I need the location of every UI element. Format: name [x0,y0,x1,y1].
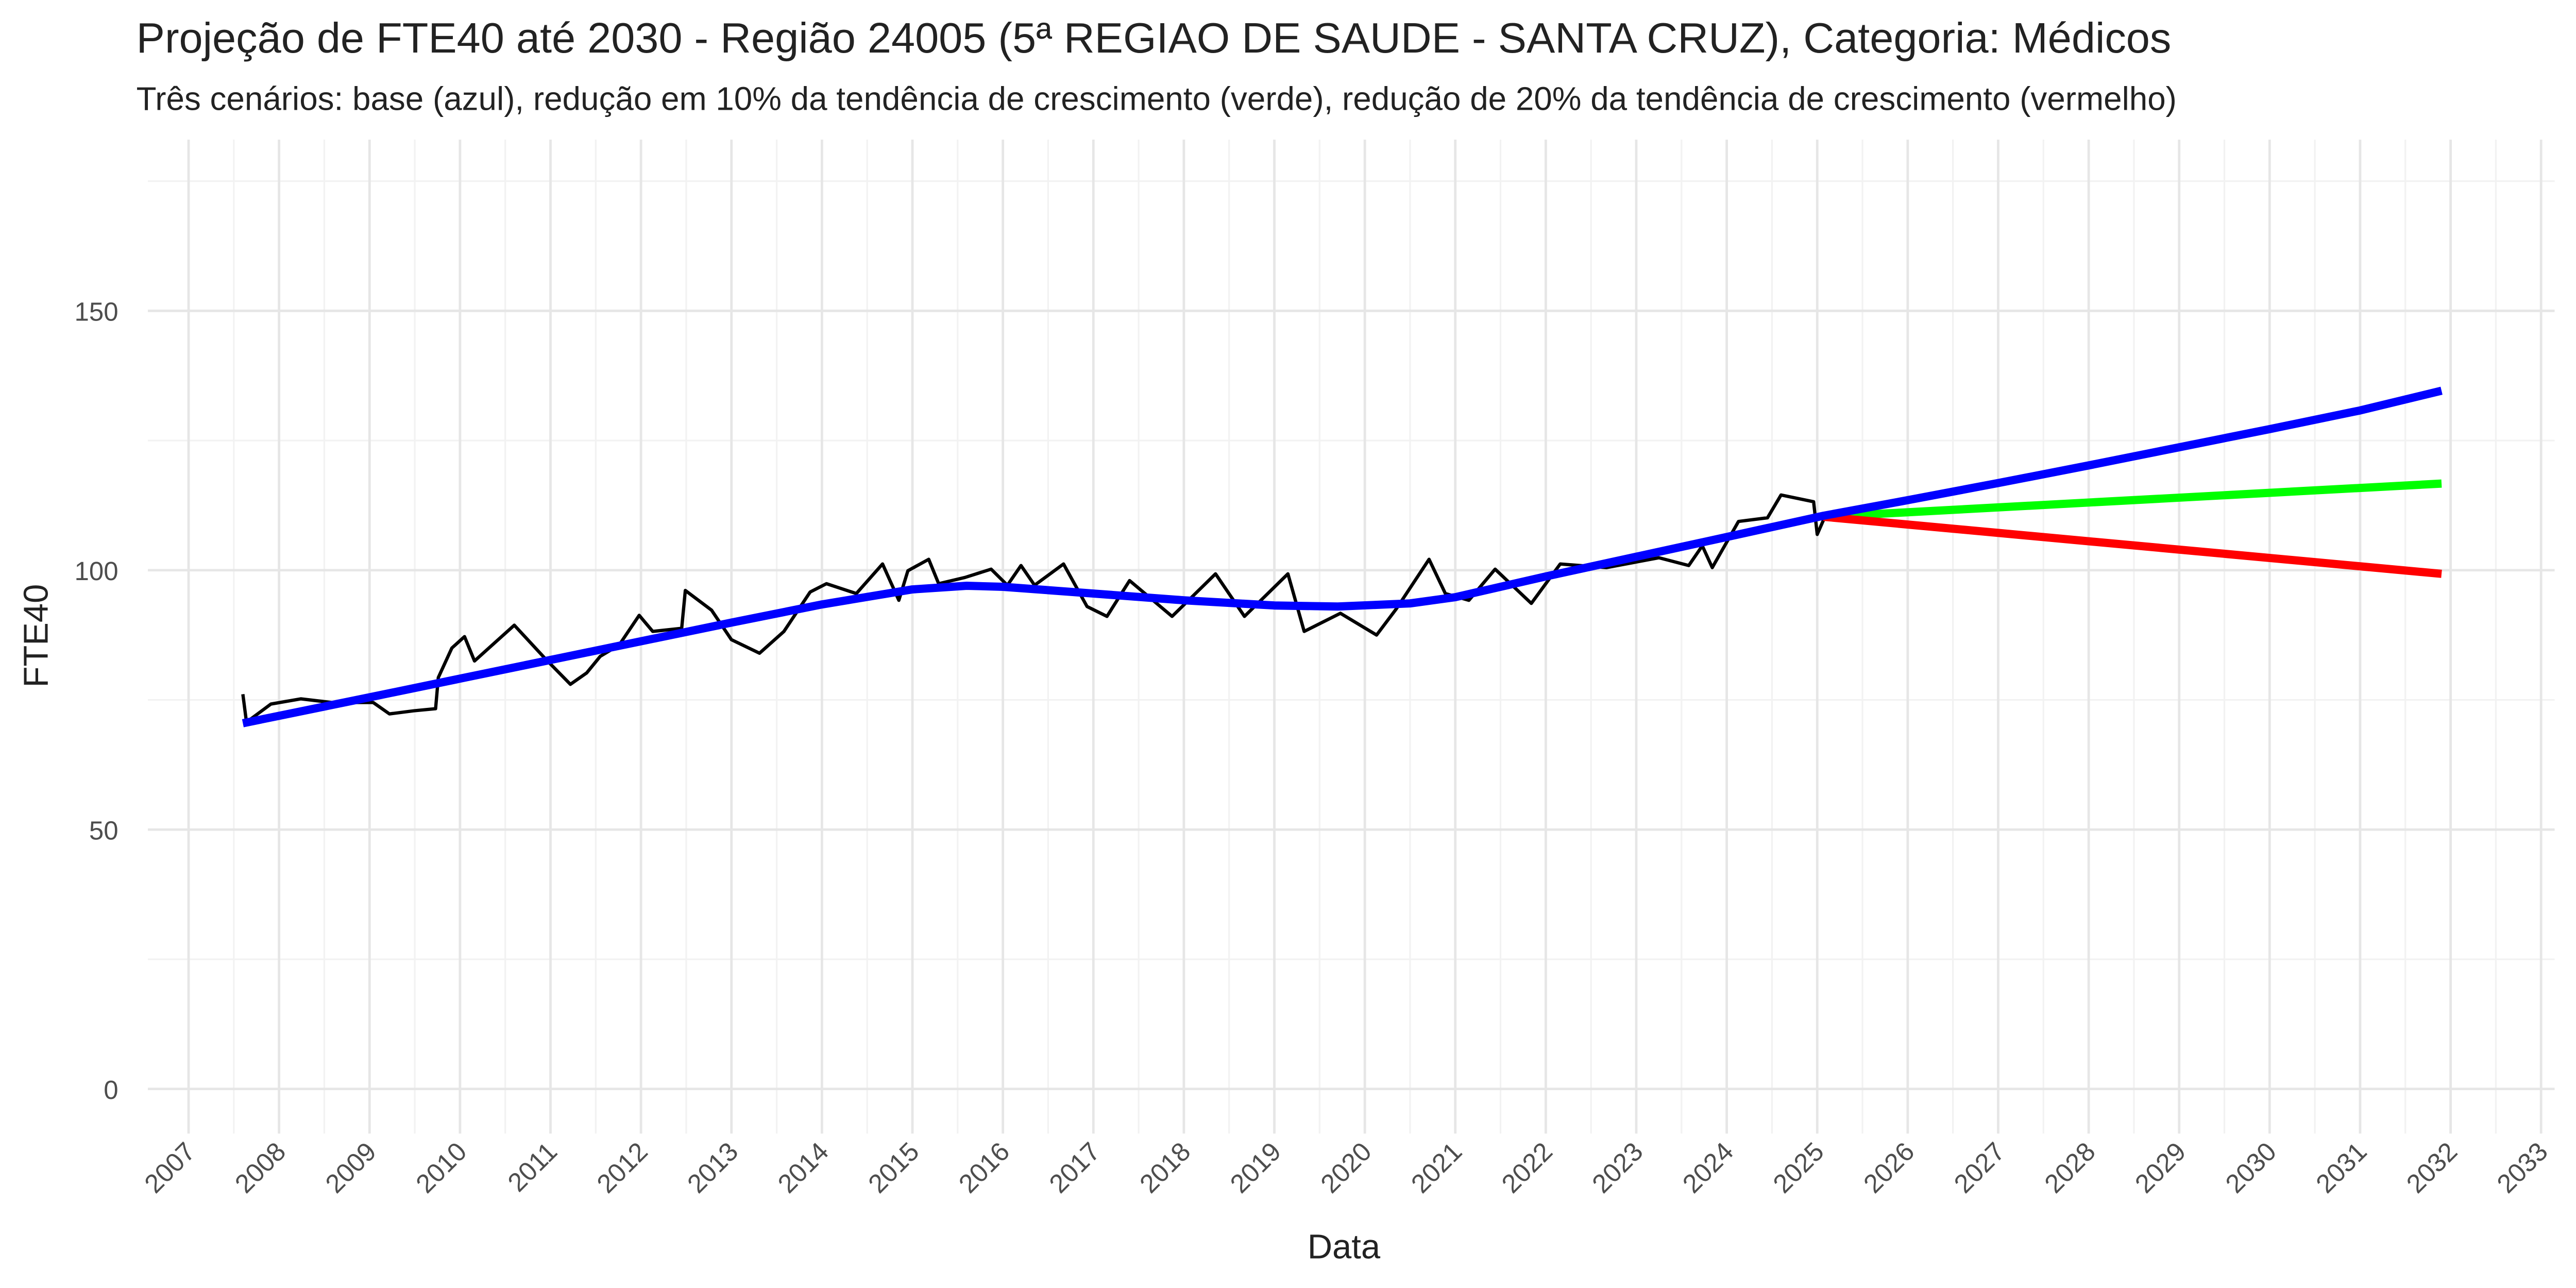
grid: 0 50 100 150 2007 2008 2009 2010 2011 2012 2013 201… [74,140,2555,1199]
x-tick-label: 2009 [319,1137,382,1199]
x-tick-label: 2011 [502,1137,563,1197]
data-line [1823,513,2442,578]
x-tick-label: 2020 [1315,1137,1377,1199]
x-tick-label: 2012 [591,1137,653,1199]
data-line [1823,479,2442,521]
x-tick-label: 2013 [682,1137,744,1199]
plot-area [241,386,2443,727]
y-tick-label: 50 [89,816,118,845]
x-tick-label: 2015 [862,1137,925,1199]
x-axis-title: Data [1308,1228,1381,1266]
x-tick-label: 2023 [1586,1137,1649,1199]
x-tick-label: 2010 [410,1137,472,1199]
x-tick-label: 2028 [2039,1137,2101,1199]
x-tick-label: 2014 [772,1137,835,1199]
y-tick-label: 100 [74,556,118,586]
data-line [242,386,2443,727]
chart-subtitle: Três cenários: base (azul), redução em 1… [137,80,2177,117]
y-axis-title: FTE40 [16,584,55,688]
x-tick-label: 2025 [1767,1137,1829,1199]
x-tick-label: 2029 [2129,1137,2192,1199]
x-tick-label: 2033 [2491,1137,2553,1199]
x-tick-label: 2027 [1948,1137,2011,1199]
x-tick-label: 2030 [2219,1137,2282,1199]
x-tick-label: 2031 [2310,1137,2372,1199]
chart-title: Projeção de FTE40 até 2030 - Região 2400… [137,14,2172,62]
data-line [241,493,1825,724]
y-tick-label: 0 [104,1075,118,1105]
x-tick-label: 2008 [229,1137,292,1199]
x-tick-label: 2022 [1496,1137,1558,1199]
x-tick-label: 2032 [2401,1137,2463,1199]
y-tick-label: 150 [74,297,118,326]
x-tick-label: 2019 [1225,1137,1287,1199]
x-tick-label: 2021 [1405,1137,1468,1199]
x-tick-label: 2018 [1134,1137,1196,1199]
x-tick-label: 2026 [1858,1137,1920,1199]
x-tick-label: 2024 [1677,1137,1739,1199]
x-tick-label: 2016 [953,1137,1015,1199]
x-tick-label: 2007 [139,1137,201,1199]
x-tick-label: 2017 [1043,1137,1106,1199]
